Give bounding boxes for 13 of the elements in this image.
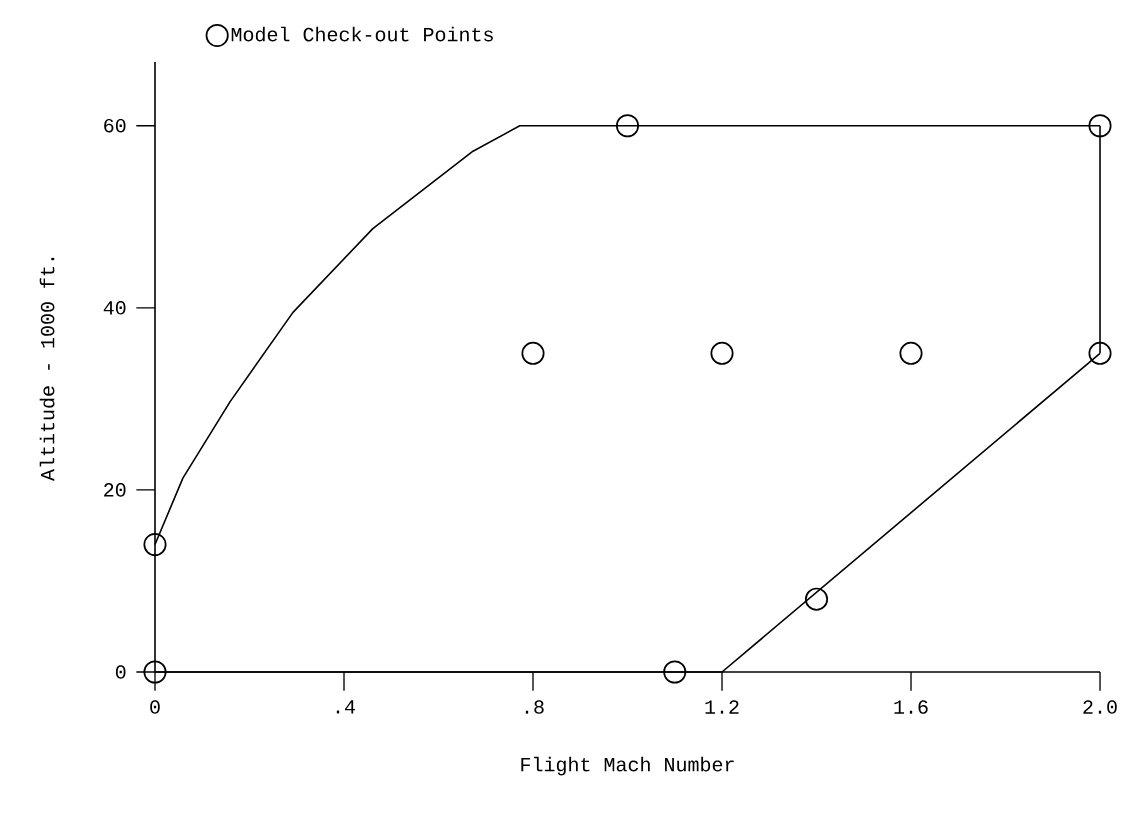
y-tick-label: 60 [104,118,126,133]
x-tick-label: 2.0 [1083,700,1117,714]
x-tick-label: 0 [150,700,160,714]
x-axis-title: Flight Mach Number [521,756,734,776]
x-tick-label: .8 [525,700,544,714]
y-axis-title: Altitude - 1000 ft. [39,257,55,482]
y-tick-label: 40 [103,301,126,315]
x-tick-label: .4 [336,700,355,714]
x-tick-label: 1.2 [705,700,739,714]
y-tick-label: 0 [115,665,126,679]
x-tick-label: 1.6 [894,700,928,714]
legend-label: Model Check-out Points [231,26,493,42]
y-tick-label: 20 [104,483,126,497]
